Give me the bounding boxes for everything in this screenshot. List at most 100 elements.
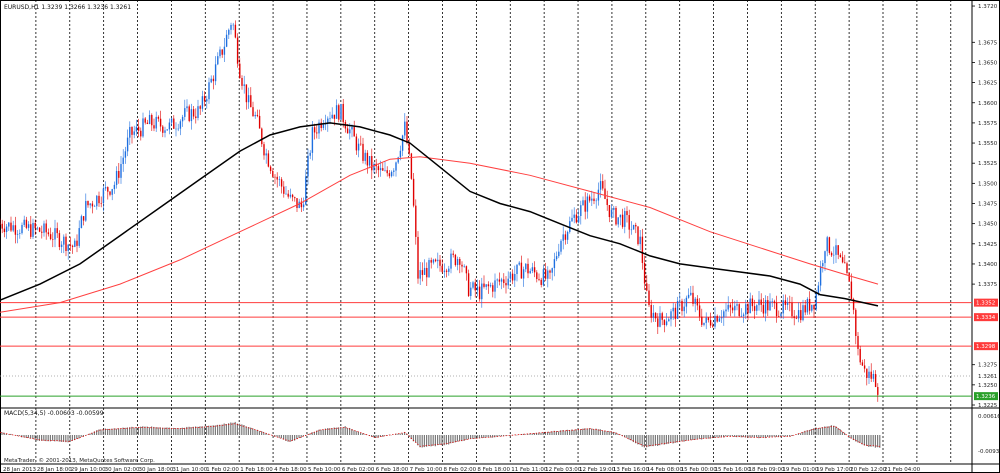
candle-body [333,114,336,119]
x-tick-label: 20 Feb 12:00 [850,467,887,473]
candle-body [368,156,371,166]
candle-body [373,163,375,171]
candle-body [329,118,331,119]
candle-body [140,130,142,137]
candle-body [465,266,468,274]
candle-body [93,206,96,207]
candle-body [593,198,595,202]
candle-body [859,348,861,363]
candle-body [445,270,448,272]
y-tick-label: 1.3500 [978,181,998,187]
candle-body [355,136,358,151]
candle-body [714,315,716,327]
candle-body [223,46,226,55]
candle-body [232,24,234,26]
x-tick-label: 8 Feb 18:00 [477,467,510,473]
candle-body [553,259,556,269]
candle-body [575,214,578,223]
candle-body [397,157,399,163]
bid-price-label: 1.3236 [976,394,996,400]
candle-body [769,301,771,311]
candle-body [155,116,157,129]
candle-body [0,223,1,225]
candle-body [670,311,672,320]
candle-body [452,253,454,255]
candle-body [685,297,688,307]
candle-body [595,200,597,202]
candle-body [71,245,74,247]
candle-body [753,306,756,311]
candle-body [219,49,221,57]
candle-body [648,290,650,305]
x-tick-label: 1 Feb 18:00 [240,467,273,473]
candle-body [602,181,604,189]
candle-body [797,310,800,319]
candle-body [399,150,402,158]
candle-body [19,233,21,234]
candle-body [164,130,166,133]
x-tick-label: 19 Feb 01:00 [782,467,819,473]
candle-body [467,273,470,296]
x-tick-label: 1 Feb 02:00 [206,467,239,473]
candle-body [828,237,831,253]
candle-body [676,300,679,319]
candle-body [360,143,362,145]
candle-body [857,336,859,349]
candle-body [646,283,648,291]
candle-body [747,304,749,314]
candle-body [437,259,439,262]
candle-body [199,106,201,109]
candle-body [740,315,743,317]
candle-body [254,114,256,117]
candle-body [346,128,349,134]
candle-body [159,118,162,127]
candle-body [569,221,571,232]
candle-body [641,236,644,263]
time-axis: 28 Jan 2013 28 Jan 18:00 29 Jan 10:00 30 Ja… [3,467,921,473]
candle-body [632,224,635,230]
candle-body [538,279,540,280]
candle-body [353,127,355,137]
candle-body [173,118,175,129]
slow-moving-average [0,156,879,313]
y-tick-label: 1.3575 [978,121,998,127]
candle-body [813,304,815,310]
candle-body [811,304,813,311]
candle-series [0,20,879,402]
candle-body [357,143,360,151]
candle-body [725,309,727,312]
candle-body [115,170,118,185]
candle-body [527,263,529,274]
candle-body [551,268,553,273]
candle-body [835,245,837,255]
candle-body [780,313,782,317]
candle-body [366,152,369,166]
candle-body [476,286,479,291]
candle-body [738,304,740,316]
candle-body [197,106,199,118]
candle-body [206,99,208,102]
y-tick-label: 1.3225 [978,403,998,409]
candle-body [850,281,853,300]
candle-body [16,233,19,235]
candle-body [142,118,144,137]
candle-body [104,187,107,189]
candle-body [12,225,14,231]
candle-body [177,128,179,130]
candle-body [225,34,228,47]
candle-body [386,170,388,174]
candle-body [503,279,505,284]
candle-body [877,386,879,395]
candle-body [657,318,659,327]
candle-body [393,170,395,172]
candle-body [863,365,866,369]
candle-body [855,309,857,337]
candle-body [852,299,855,310]
candle-body [683,306,685,312]
candle-body [307,155,309,177]
candle-body [698,305,701,317]
macd-label: MACD(5,34,5) -0.00603 -0.00599 [4,410,104,417]
candle-body [10,222,12,231]
